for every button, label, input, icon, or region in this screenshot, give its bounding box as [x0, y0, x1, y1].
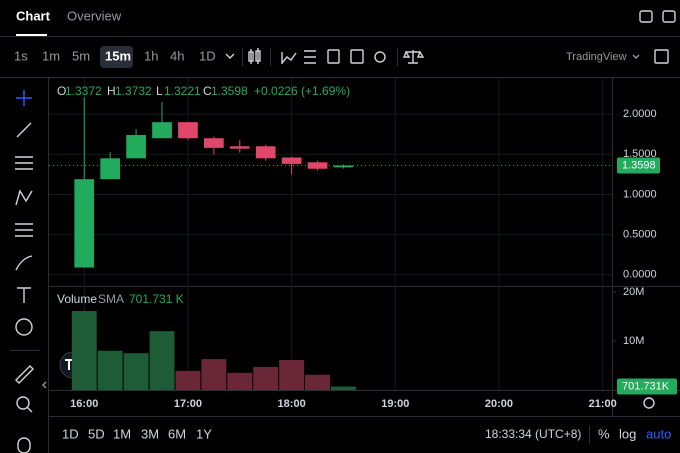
volume-value: 701.731 K	[129, 292, 184, 306]
ohlc-label: H	[107, 84, 116, 98]
ohlc-label: C	[203, 84, 212, 98]
volume-tick-label: 10M	[623, 335, 644, 347]
ohlc-value: 1.3372	[65, 84, 102, 98]
tab[interactable]: Overview	[67, 8, 122, 23]
ohlc-value: 1.3732	[115, 84, 152, 98]
interval-dropdown[interactable]	[225, 53, 235, 59]
pattern-tool[interactable]	[15, 189, 33, 206]
volume-bar	[175, 370, 201, 390]
volume-bar	[97, 350, 123, 390]
volume-bar	[227, 372, 253, 390]
candle-type-button[interactable]	[248, 48, 261, 64]
replay-button[interactable]	[350, 49, 364, 64]
range[interactable]: 1M	[113, 426, 131, 441]
interval[interactable]: 15m	[105, 48, 131, 63]
candle-body	[100, 158, 121, 180]
compare-button[interactable]	[327, 49, 340, 64]
candle-body	[74, 179, 95, 268]
volume-bar	[201, 359, 227, 390]
range[interactable]: 1Y	[196, 426, 212, 441]
volume-bar	[279, 360, 305, 390]
volume-tick-label: 20M	[623, 286, 644, 298]
interval[interactable]: 4h	[170, 48, 184, 63]
interval[interactable]: 5m	[72, 48, 90, 63]
volume-bar	[149, 331, 175, 390]
x-tick-label: 21:00	[589, 398, 617, 410]
collapse-toolbar[interactable]	[42, 381, 47, 389]
brush-tool[interactable]	[15, 255, 33, 271]
volume-indicator: SMA	[98, 292, 124, 306]
provider[interactable]: TradingView	[566, 51, 627, 63]
candle-body	[178, 122, 198, 139]
x-tick-label: 17:00	[174, 398, 202, 410]
zoom-tool[interactable]	[16, 396, 30, 410]
settings-button[interactable]	[374, 51, 386, 63]
interval[interactable]: 1m	[42, 48, 60, 63]
volume-bar	[331, 386, 356, 390]
range[interactable]: 6M	[168, 426, 186, 441]
scale-option[interactable]: auto	[646, 426, 671, 441]
emoji-tool[interactable]	[15, 318, 33, 336]
candle-body	[333, 165, 354, 168]
zoom-tool-handle	[26, 406, 33, 413]
ohlc-label: O	[57, 84, 66, 98]
clock: 18:33:34 (UTC+8)	[485, 427, 581, 441]
x-tick-label: 20:00	[485, 398, 513, 410]
y-tick-label: 2.0000	[623, 108, 657, 120]
list-button[interactable]	[304, 50, 316, 64]
indicators-button[interactable]	[281, 52, 297, 64]
candle-body	[281, 157, 302, 164]
active-interval-bg	[100, 46, 133, 68]
trendline-tool[interactable]	[16, 122, 32, 138]
ohlc-label: L	[156, 84, 163, 98]
candle-body	[229, 146, 250, 149]
range[interactable]: 1D	[62, 426, 79, 441]
candle-body	[255, 146, 276, 159]
last-volume-badge	[617, 378, 677, 395]
candle-body	[126, 135, 146, 159]
interval[interactable]: 1s	[14, 48, 28, 63]
candle-body	[152, 122, 172, 139]
change: +0.0226 (+1.69%)	[254, 84, 350, 98]
tab[interactable]: Chart	[16, 8, 51, 23]
scale-button[interactable]	[402, 50, 425, 64]
last-price-label: 1.3598	[622, 159, 656, 171]
volume-title: Volume	[57, 292, 97, 306]
scale-option[interactable]: log	[619, 426, 636, 441]
lock-tool[interactable]	[17, 437, 31, 453]
candle-body	[204, 138, 224, 148]
fib-tool[interactable]	[15, 156, 33, 170]
y-tick-label: 0.5000	[623, 229, 657, 241]
projection-tool[interactable]	[15, 223, 33, 237]
ohlc-value: 1.3221	[164, 84, 201, 98]
layout-button[interactable]	[639, 10, 653, 23]
volume-bar	[305, 374, 330, 390]
y-tick-label: 1.0000	[623, 188, 657, 200]
x-tick-label: 19:00	[381, 398, 409, 410]
last-volume-label: 701.731K	[622, 380, 670, 392]
crosshair-tool[interactable]	[16, 90, 32, 106]
y-tick-label: 0.0000	[623, 269, 657, 281]
interval[interactable]: 1h	[144, 48, 158, 63]
volume-bar	[71, 311, 97, 390]
fullscreen-button[interactable]	[662, 10, 676, 23]
expand-button[interactable]	[654, 49, 669, 64]
text-tool[interactable]	[17, 287, 31, 303]
provider-dropdown[interactable]	[632, 54, 640, 59]
ruler-tool[interactable]	[15, 365, 34, 384]
range[interactable]: 3M	[141, 426, 159, 441]
scale-option[interactable]: %	[598, 426, 610, 441]
axis-settings[interactable]	[643, 397, 655, 409]
y-tick-label: 1.5000	[623, 148, 657, 160]
x-tick-label: 16:00	[70, 398, 98, 410]
interval[interactable]: 1D	[199, 48, 216, 63]
last-price-badge	[617, 157, 660, 174]
ohlc-value: 1.3598	[211, 84, 248, 98]
x-tick-label: 18:00	[278, 398, 306, 410]
volume-bar	[123, 353, 149, 390]
range[interactable]: 5D	[88, 426, 105, 441]
volume-bar	[253, 366, 279, 390]
